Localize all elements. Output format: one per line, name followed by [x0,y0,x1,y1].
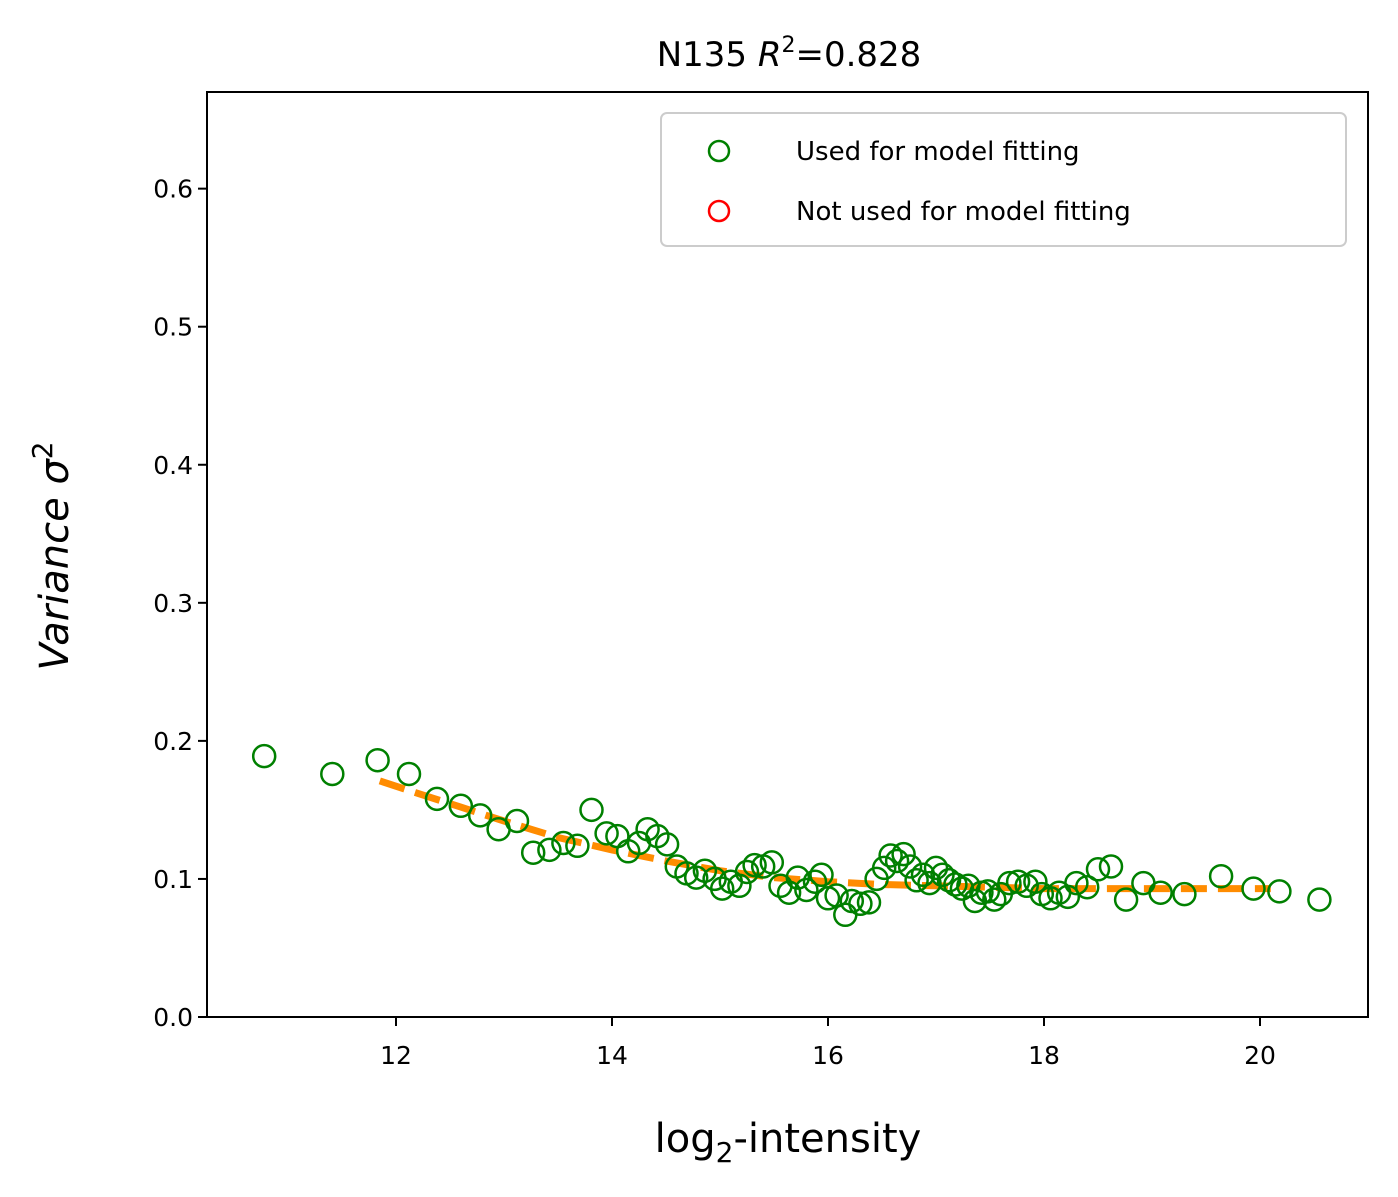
data-point-used [537,837,562,863]
legend: Used for model fitting Not used for mode… [660,112,1347,247]
y-axis-label: Variance σ2 [26,441,78,670]
data-point-used [910,862,936,888]
data-point-used [396,761,422,787]
x-tick-label: 16 [812,1041,844,1070]
data-point-used [1023,869,1048,894]
data-point-used [594,821,619,846]
data-point-used [551,830,576,856]
x-tick-label: 12 [380,1041,412,1070]
legend-label-not-used: Not used for model fitting [796,197,1131,227]
data-point-used [1148,880,1173,905]
scatter-points-layer [251,743,1332,928]
data-point-used [1241,876,1266,901]
data-point-used [424,786,450,812]
legend-marker-not-used [707,199,731,223]
y-tick-label: 0.5 [153,313,193,342]
data-point-used [975,879,1001,904]
fit-line [378,777,1271,893]
data-point-used [727,873,752,899]
y-tick-label: 0.0 [153,1003,193,1032]
data-point-used [520,840,546,865]
data-point-used [579,797,604,823]
y-axis-ticks: 0.0 0.1 0.2 0.3 0.4 0.5 0.6 [153,175,207,1032]
data-point-used [1055,884,1081,910]
data-point-used [897,854,923,879]
data-point-used [785,865,811,890]
x-axis-ticks: 12 14 16 18 20 [380,1017,1276,1070]
data-point-used [1113,887,1139,912]
data-point-used [856,890,882,915]
plot-frame [206,91,1369,1018]
data-point-used [320,761,345,787]
data-point-used [923,855,949,881]
x-tick-label: 20 [1244,1041,1276,1070]
data-point-used [776,880,802,905]
data-point-used [878,843,903,868]
data-point-used [1074,874,1100,900]
data-point-used [848,891,873,917]
data-point-used [1098,854,1124,879]
data-point-used [802,869,828,894]
data-point-used [884,848,910,874]
data-point-used [871,855,897,881]
data-point-used [809,862,834,888]
y-tick-label: 0.6 [153,175,193,204]
data-point-used [734,859,760,885]
data-point-used [1208,863,1234,889]
data-point-used [1172,881,1197,907]
data-point-used [467,803,493,828]
data-point-used [997,870,1022,896]
data-point-used [709,876,735,901]
data-point-used [794,877,819,903]
data-point-used [565,833,590,859]
chart-title: N135 R2=0.828 [657,33,922,75]
data-point-used [943,872,968,897]
legend-box [660,112,1347,247]
data-point-used [742,852,767,878]
data-point-used [891,841,916,867]
x-tick-label: 18 [1028,1041,1060,1070]
data-point-used [504,808,530,834]
data-point-used [904,868,929,893]
data-point-used [683,865,709,890]
y-tick-label: 0.3 [153,589,193,618]
data-point-used [654,832,680,857]
fit-line-layer [378,777,1271,893]
y-tick-label: 0.4 [153,451,193,480]
data-point-used [1267,879,1292,904]
data-point-used [365,747,390,773]
y-tick-label: 0.1 [153,865,193,894]
data-point-used [251,743,277,769]
x-tick-label: 14 [596,1041,628,1070]
y-tick-label: 0.2 [153,727,193,756]
data-point-used [759,850,785,875]
data-point-used [982,887,1007,912]
data-point-used [1085,857,1111,882]
legend-marker-used [707,139,731,163]
data-point-used [1064,870,1089,896]
x-axis-label: log2-intensity [655,1116,922,1169]
data-point-used [448,793,474,819]
data-point-used [1307,887,1332,912]
data-point-used [833,902,858,928]
data-point-used [1131,870,1156,896]
legend-label-used: Used for model fitting [796,137,1080,167]
data-point-used [917,870,942,896]
